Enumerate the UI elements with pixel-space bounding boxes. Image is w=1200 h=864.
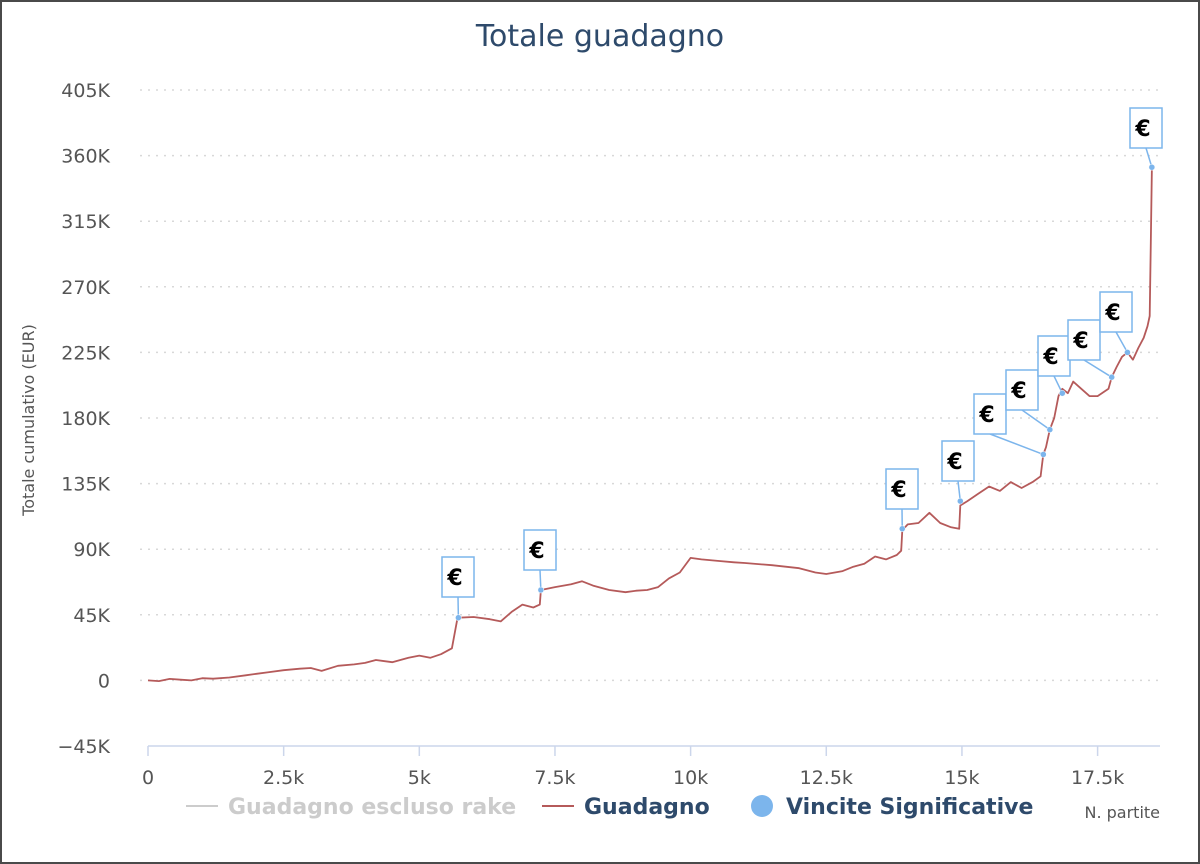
- flag-box: [1099, 291, 1133, 333]
- flag-connector: [1083, 359, 1113, 378]
- win-point: [455, 614, 462, 621]
- x-tick-label: 12.5k: [800, 767, 853, 789]
- legend-item[interactable]: Vincite Significative: [751, 795, 1033, 820]
- significant-win-flag: €: [1037, 335, 1071, 397]
- significant-win-flag: €: [973, 393, 1047, 458]
- y-tick-label: 225K: [61, 342, 110, 364]
- win-point: [899, 525, 906, 533]
- grid-lines: [140, 89, 1160, 682]
- x-tick-label: 7.5k: [534, 767, 575, 789]
- flag-box: [885, 468, 919, 510]
- significant-wins-layer: € € € € € € € € € €: [441, 107, 1163, 621]
- flag-label: €: [528, 539, 544, 564]
- flag-label: €: [1134, 117, 1150, 142]
- significant-win-flag: €: [1129, 107, 1163, 171]
- y-tick-label: 405K: [61, 80, 110, 102]
- significant-win-flag: €: [941, 440, 975, 505]
- win-point: [1040, 451, 1047, 458]
- flag-box: [1067, 319, 1101, 361]
- flag-box: [441, 556, 475, 598]
- win-point: [1059, 389, 1066, 397]
- flag-label: €: [978, 403, 994, 428]
- y-tick-label: 0: [98, 670, 110, 692]
- x-tick-label: 10k: [673, 767, 708, 789]
- x-axis: 0 2.5k 5k 7.5k 10k 12.5k 15k 17.5k: [142, 745, 1160, 789]
- flag-connector: [1021, 409, 1051, 431]
- series-line-guadagno: [147, 167, 1153, 682]
- flag-label: €: [1104, 301, 1120, 326]
- significant-win-flag: €: [523, 529, 557, 594]
- flag-box: [523, 529, 557, 571]
- win-point: [1108, 373, 1115, 381]
- flag-box: [1037, 335, 1071, 377]
- x-tick-label: 2.5k: [263, 767, 304, 789]
- y-tick-label: 315K: [61, 211, 110, 233]
- legend-label: Guadagno escluso rake: [228, 795, 516, 820]
- flag-label: €: [890, 478, 906, 503]
- significant-win-flag: €: [1099, 291, 1133, 356]
- win-point: [537, 586, 545, 594]
- flag-label: €: [1010, 379, 1026, 404]
- flag-box: [1005, 369, 1039, 411]
- flag-label: €: [946, 450, 962, 475]
- x-tick-label: 5k: [408, 767, 431, 789]
- legend-label: Vincite Significative: [786, 795, 1033, 820]
- x-tick-label: 17.5k: [1071, 767, 1124, 789]
- flag-connector: [1115, 331, 1129, 353]
- flag-connector: [957, 480, 962, 502]
- win-point: [1148, 164, 1156, 171]
- significant-win-flag: €: [441, 556, 475, 621]
- significant-win-flag: €: [1005, 369, 1054, 433]
- y-tick-label: 90K: [73, 539, 110, 561]
- series-layer: [147, 167, 1153, 682]
- flag-label: €: [1072, 329, 1088, 354]
- flag-box: [1129, 107, 1163, 149]
- chart-title: Totale guadagno: [475, 19, 724, 54]
- y-axis-ticks: 405K 360K 315K 270K 225K 180K 135K 90K 45K 0 −45K: [57, 80, 110, 758]
- y-tick-label: 360K: [61, 146, 110, 168]
- legend-item[interactable]: Guadagno escluso rake: [186, 795, 516, 820]
- win-point: [1124, 349, 1131, 356]
- x-tick-label: 0: [142, 767, 154, 789]
- flag-label: €: [446, 566, 462, 591]
- x-tick-label: 15k: [944, 767, 979, 789]
- legend: Guadagno escluso rake Guadagno Vincite Sig…: [186, 795, 1033, 820]
- y-tick-label: 180K: [61, 408, 110, 430]
- flag-connector: [989, 433, 1044, 456]
- legend-label: Guadagno: [584, 795, 710, 820]
- flag-box: [941, 440, 975, 482]
- y-tick-label: −45K: [57, 736, 110, 758]
- win-point: [957, 497, 964, 505]
- legend-circle-icon: [751, 795, 773, 817]
- legend-item[interactable]: Guadagno: [542, 795, 710, 820]
- significant-win-flag: €: [885, 468, 919, 533]
- flag-label: €: [1042, 345, 1058, 370]
- y-axis-label: Totale cumulativo (EUR): [19, 324, 38, 517]
- flag-connector: [1145, 147, 1153, 168]
- flag-box: [973, 393, 1007, 435]
- win-point: [1046, 426, 1054, 433]
- y-tick-label: 45K: [73, 605, 110, 627]
- y-tick-label: 270K: [61, 277, 110, 299]
- x-axis-label: N. partite: [1084, 803, 1160, 822]
- significant-win-flag: €: [1067, 319, 1115, 381]
- y-tick-label: 135K: [61, 474, 110, 496]
- flag-connector: [539, 569, 542, 591]
